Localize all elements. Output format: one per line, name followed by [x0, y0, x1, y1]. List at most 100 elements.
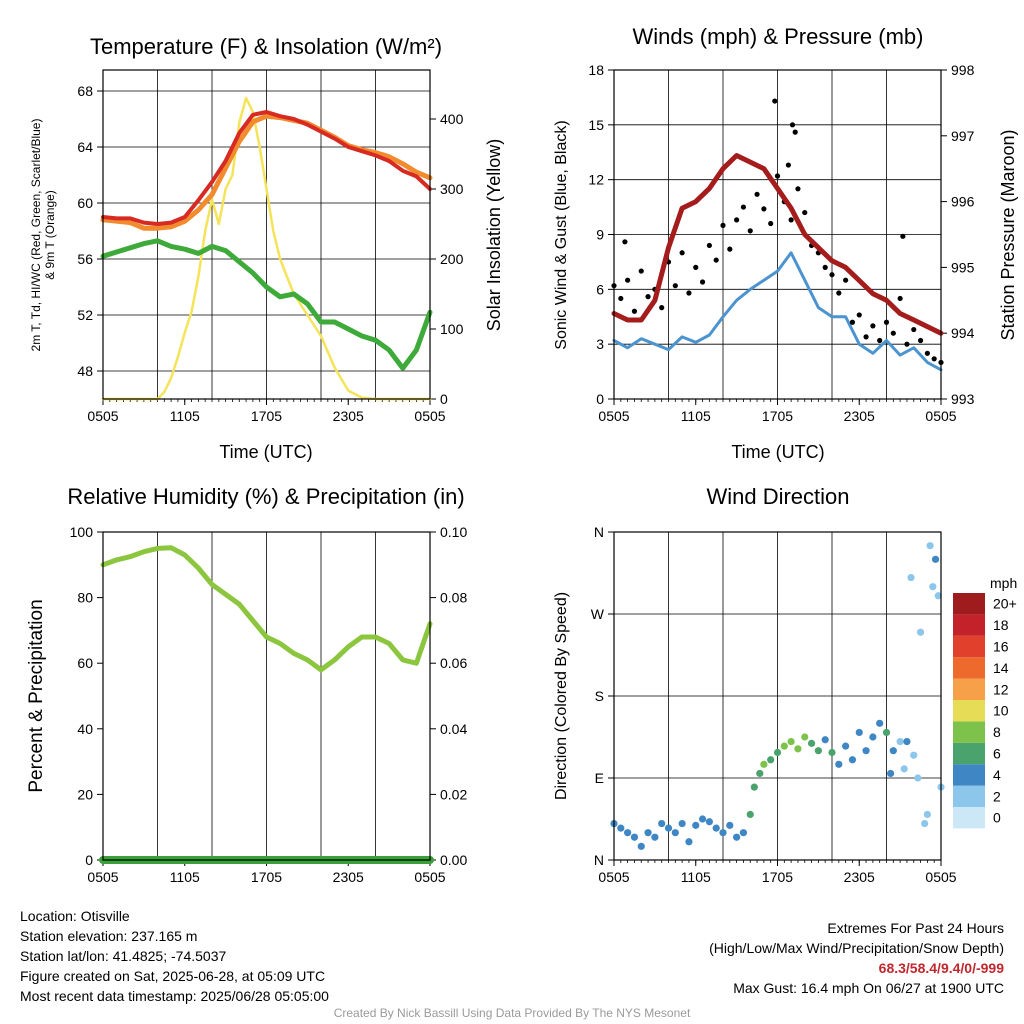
- direction-point: [923, 810, 931, 819]
- wind-xtick-label: 1705: [762, 408, 793, 424]
- legend-swatch: [953, 593, 985, 615]
- gust-point: [645, 294, 651, 300]
- legend-swatch: [953, 785, 985, 807]
- gust-point: [699, 279, 706, 285]
- dir-xtick-label: 0505: [925, 869, 956, 885]
- rh-plot-border: [102, 531, 431, 861]
- rh-ytick-label: 80: [77, 590, 93, 606]
- wind-ytick-label: 9: [596, 227, 604, 243]
- direction-point: [886, 769, 895, 778]
- gust-point: [679, 250, 685, 256]
- gust-point: [829, 272, 835, 278]
- direction-point: [658, 819, 666, 828]
- rh-ytick-label: 0: [85, 852, 93, 868]
- gust-point: [774, 173, 781, 179]
- wind-ytick-right-label: 993: [951, 391, 975, 407]
- wind-ytick-right-label: 997: [951, 128, 975, 144]
- direction-point: [767, 756, 775, 764]
- direction-point: [903, 737, 911, 746]
- extremes-title: Extremes For Past 24 Hours: [827, 920, 1004, 936]
- temp-ytick-label: 56: [77, 251, 93, 267]
- station-latlon: Station lat/lon: 41.4825; -74.5037: [20, 948, 227, 964]
- wind-yaxis-label: Sonic Wind & Gust (Blue, Black): [553, 120, 570, 349]
- gust-point: [672, 283, 678, 289]
- rh-ytick-label: 60: [77, 655, 93, 671]
- direction-point: [671, 829, 679, 837]
- gust-point: [734, 217, 740, 223]
- temp-plot-border: [102, 69, 431, 400]
- rh-ytick-label: 20: [77, 786, 93, 802]
- gust-point: [622, 239, 628, 245]
- gust-point: [877, 337, 883, 344]
- direction-point: [929, 583, 937, 591]
- direction-point: [882, 728, 891, 737]
- legend-swatch: [953, 764, 985, 786]
- humidity-precipitation-panel: Relative Humidity (%) & Precipitation (i…: [26, 484, 467, 885]
- dir-xtick-label: 2305: [844, 869, 875, 885]
- dir-xtick-label: 1105: [681, 869, 711, 885]
- dir-chart-title: Wind Direction: [706, 484, 849, 509]
- extremes-legend: (High/Low/Max Wind/Precipitation/Snow De…: [709, 940, 1004, 956]
- recent-data-timestamp: Most recent data timestamp: 2025/06/28 0…: [20, 988, 329, 1004]
- legend-label: 8: [993, 724, 1001, 740]
- temp-yaxis-label-line2: & 9m T (Orange): [43, 190, 57, 280]
- winds-pressure-panel: Winds (mph) & Pressure (mb) 0505 1105 1705 2…: [553, 24, 1018, 462]
- direction-point: [910, 751, 918, 759]
- wind-ytick-label: 0: [596, 391, 604, 407]
- dir-ytick-label: E: [595, 770, 604, 786]
- rh-series-line: [100, 545, 433, 673]
- wind-ytick-right-label: 996: [951, 194, 975, 210]
- direction-point: [664, 824, 673, 832]
- gust-point: [727, 246, 733, 252]
- legend-label: 14: [993, 660, 1009, 676]
- dir-ytick-label: N: [594, 524, 604, 540]
- temp-ytick-label: 48: [77, 363, 93, 379]
- gust-point: [747, 228, 753, 234]
- temp-xtick-label: 0505: [414, 408, 445, 424]
- gust-point: [870, 323, 876, 329]
- wind-xtick-label: 0505: [925, 408, 956, 424]
- gust-point: [788, 217, 794, 223]
- direction-point: [617, 824, 625, 832]
- gust-point: [618, 295, 624, 302]
- extremes-info: Extremes For Past 24 Hours (High/Low/Max…: [709, 918, 1004, 998]
- pressure-series-line: [611, 153, 944, 336]
- direction-point: [794, 745, 802, 753]
- wind-chart-title: Winds (mph) & Pressure (mb): [633, 24, 924, 49]
- legend-label: 18: [993, 617, 1009, 633]
- gust-point: [740, 204, 747, 210]
- gust-point: [911, 326, 917, 333]
- temp-ytick-label: 60: [77, 195, 93, 211]
- direction-point: [787, 737, 795, 746]
- direction-point: [685, 838, 693, 846]
- legend-swatch: [953, 807, 985, 829]
- direction-point: [698, 815, 707, 823]
- wind-ytick-label: 3: [596, 336, 604, 352]
- gust-point: [890, 330, 896, 336]
- direction-point: [848, 756, 857, 764]
- direction-point: [869, 733, 877, 741]
- legend-swatch: [953, 614, 985, 636]
- wind-ytick-label: 15: [588, 117, 604, 133]
- gust-point: [843, 277, 849, 283]
- legend-swatch: [953, 742, 985, 765]
- rh-yaxis-label: Percent & Precipitation: [26, 599, 47, 792]
- direction-point: [780, 742, 788, 750]
- wind-ytick-right-label: 995: [951, 259, 975, 275]
- direction-point: [889, 747, 897, 755]
- gust-point: [761, 206, 767, 212]
- temp-yaxis-label-line1: 2m T, Td, HI/WC (Red, Green, Scarlet/Blu…: [29, 119, 43, 352]
- direction-point: [931, 555, 940, 563]
- wind-plot-border: [613, 69, 942, 400]
- gust-point: [883, 319, 890, 325]
- legend-label: 2: [993, 788, 1001, 804]
- gust-point: [785, 162, 792, 168]
- rh-chart-title: Relative Humidity (%) & Precipitation (i…: [67, 484, 464, 509]
- gust-point: [772, 98, 778, 104]
- direction-point: [746, 810, 754, 819]
- direction-point: [712, 824, 720, 832]
- wind-ytick-label: 12: [588, 172, 604, 188]
- gust-point: [659, 305, 665, 311]
- rh-xtick-label: 0505: [414, 869, 445, 885]
- legend-label: 12: [993, 681, 1009, 697]
